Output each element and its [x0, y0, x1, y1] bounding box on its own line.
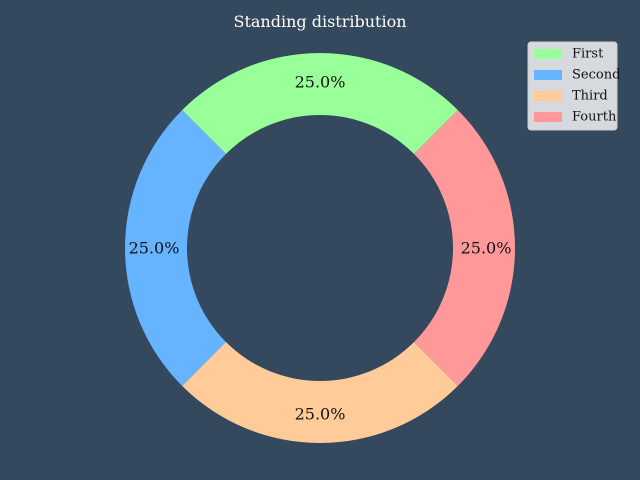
legend-items: First Second Third Fourth	[534, 47, 620, 125]
legend-swatch-second	[534, 70, 562, 80]
legend-swatch-fourth	[534, 112, 562, 122]
legend-label-first: First	[572, 47, 604, 62]
legend-frame	[527, 41, 618, 131]
legend: First Second Third Fourth	[527, 41, 620, 131]
chart-title: Standing distribution	[233, 12, 406, 31]
slice-labels: 25.0% 25.0% 25.0% 25.0%	[129, 73, 512, 424]
slice-second	[125, 110, 226, 386]
slice-label-third: 25.0%	[295, 405, 346, 424]
legend-swatch-first	[534, 49, 562, 59]
legend-label-third: Third	[572, 89, 608, 104]
legend-swatch-third	[534, 91, 562, 101]
legend-label-fourth: Fourth	[572, 110, 617, 125]
slice-label-first: 25.0%	[295, 73, 346, 92]
donut-slices	[125, 52, 515, 443]
slice-first	[182, 52, 458, 154]
legend-label-second: Second	[572, 68, 620, 83]
slice-fourth	[414, 110, 515, 386]
slice-label-fourth: 25.0%	[461, 239, 512, 258]
slice-third	[182, 342, 458, 443]
slice-label-second: 25.0%	[129, 239, 180, 258]
